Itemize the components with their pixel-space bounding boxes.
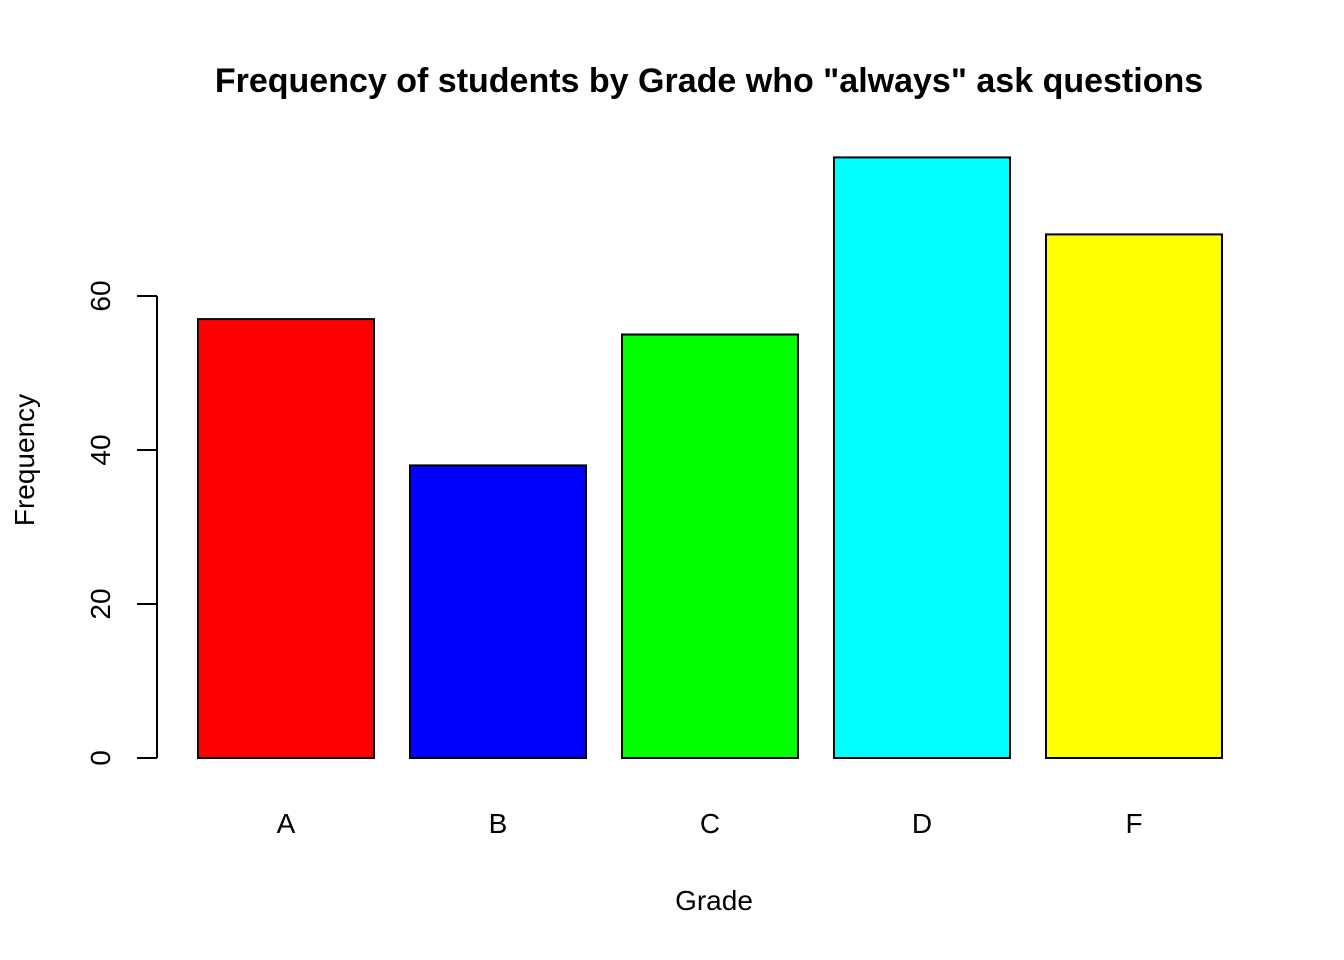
bar-c	[621, 333, 799, 759]
y-tick-label-20: 20	[85, 588, 116, 619]
chart-title: Frequency of students by Grade who "alwa…	[215, 62, 1203, 100]
bar-f	[1045, 233, 1223, 759]
x-tick-label-a: A	[277, 808, 296, 839]
y-axis: 0 20 40 60	[85, 280, 158, 766]
x-tick-label-f: F	[1125, 808, 1142, 839]
bar-d	[833, 156, 1011, 759]
bar-b	[409, 464, 587, 759]
x-tick-label-b: B	[489, 808, 508, 839]
y-tick-label-0: 0	[85, 750, 116, 766]
x-tick-label-d: D	[912, 808, 932, 839]
y-tick-label-40: 40	[85, 434, 116, 465]
x-tick-label-c: C	[700, 808, 720, 839]
bars-group	[197, 156, 1223, 759]
y-tick-label-60: 60	[85, 280, 116, 311]
bar-a	[197, 318, 375, 759]
y-axis-label: Frequency	[9, 394, 40, 526]
x-axis-label: Grade	[675, 885, 753, 916]
